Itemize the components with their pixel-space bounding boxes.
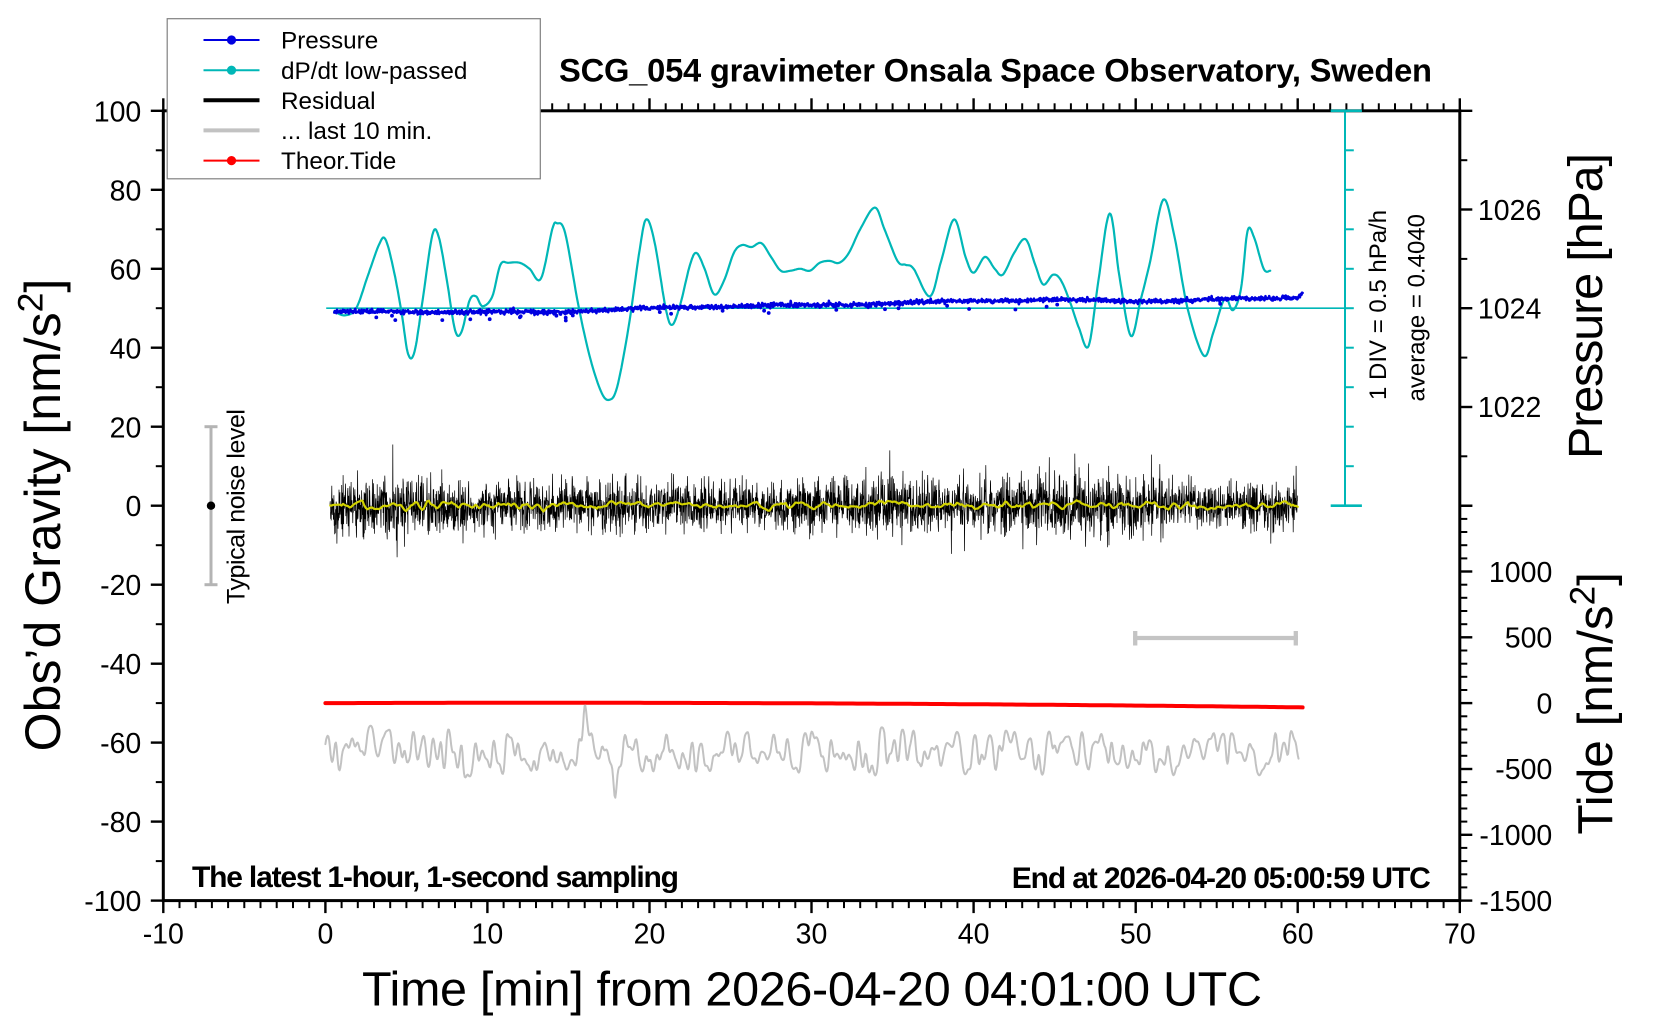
svg-text:Typical noise level: Typical noise level	[223, 409, 251, 604]
svg-text:Time [min] from 2026-04-20 04:: Time [min] from 2026-04-20 04:01:00 UTC	[362, 963, 1262, 1017]
svg-text:Theor.Tide: Theor.Tide	[281, 148, 396, 175]
svg-text:80: 80	[110, 175, 142, 207]
svg-text:0: 0	[125, 491, 141, 523]
svg-text:40: 40	[958, 919, 990, 951]
svg-text:Residual: Residual	[281, 88, 376, 115]
svg-text:1000: 1000	[1489, 557, 1552, 589]
svg-text:-1500: -1500	[1479, 886, 1552, 918]
svg-text:1022: 1022	[1478, 392, 1541, 424]
svg-text:60: 60	[110, 254, 142, 286]
svg-text:Pressure [hPa]: Pressure [hPa]	[1559, 153, 1613, 459]
svg-text:-20: -20	[100, 570, 141, 602]
svg-text:10: 10	[472, 919, 504, 951]
svg-text:1026: 1026	[1478, 195, 1541, 227]
svg-text:500: 500	[1505, 623, 1553, 655]
svg-text:Pressure: Pressure	[281, 28, 378, 55]
svg-text:-500: -500	[1495, 754, 1552, 786]
svg-text:1 DIV = 0.5 hPa/h: 1 DIV = 0.5 hPa/h	[1365, 210, 1392, 400]
svg-text:Obs’d Gravity [nm/s2]: Obs’d Gravity [nm/s2]	[11, 279, 72, 752]
svg-text:30: 30	[796, 919, 828, 951]
svg-text:1024: 1024	[1478, 294, 1542, 326]
svg-text:The latest 1-hour, 1-second sa: The latest 1-hour, 1-second sampling	[192, 861, 679, 894]
svg-text:Tide [nm/s2]: Tide [nm/s2]	[1564, 572, 1624, 834]
svg-text:70: 70	[1444, 919, 1476, 951]
svg-text:-1000: -1000	[1479, 820, 1552, 852]
svg-text:0: 0	[317, 919, 333, 951]
svg-text:20: 20	[634, 919, 666, 951]
svg-text:-40: -40	[100, 649, 141, 681]
svg-text:-100: -100	[84, 886, 141, 918]
svg-text:40: 40	[110, 333, 142, 365]
svg-text:60: 60	[1282, 919, 1314, 951]
svg-text:dP/dt low-passed: dP/dt low-passed	[281, 58, 467, 85]
svg-text:-10: -10	[143, 919, 184, 951]
svg-text:0: 0	[1536, 688, 1552, 720]
svg-text:-80: -80	[100, 807, 141, 839]
svg-text:-60: -60	[100, 728, 141, 760]
svg-text:End at 2026-04-20 05:00:59 UTC: End at 2026-04-20 05:00:59 UTC	[1012, 862, 1431, 895]
svg-text:20: 20	[110, 412, 142, 444]
svg-text:100: 100	[94, 96, 142, 128]
svg-text:SCG_054 gravimeter Onsala Spac: SCG_054 gravimeter Onsala Space Observat…	[559, 52, 1432, 89]
svg-text:... last 10 min.: ... last 10 min.	[281, 118, 432, 145]
svg-text:50: 50	[1120, 919, 1152, 951]
svg-text:average = 0.4040: average = 0.4040	[1404, 214, 1431, 402]
